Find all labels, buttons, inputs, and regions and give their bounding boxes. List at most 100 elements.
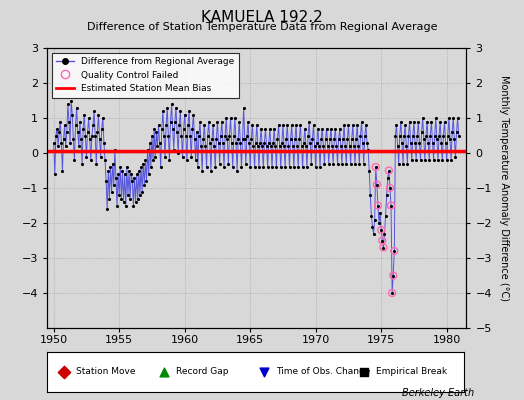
- Point: [442, 157, 451, 163]
- Point: [73, 129, 82, 135]
- Point: [96, 153, 105, 160]
- Point: [406, 118, 414, 125]
- Point: [374, 202, 382, 209]
- Point: [279, 122, 287, 128]
- Point: [127, 171, 135, 177]
- Point: [205, 139, 214, 146]
- Point: [361, 132, 369, 139]
- Point: [140, 181, 148, 188]
- Point: [165, 157, 173, 163]
- Point: [429, 157, 438, 163]
- Point: [328, 143, 336, 149]
- Point: [394, 143, 402, 149]
- Point: [259, 164, 267, 170]
- Point: [250, 164, 259, 170]
- Point: [445, 115, 453, 121]
- Point: [343, 136, 352, 142]
- Point: [184, 122, 192, 128]
- Point: [156, 139, 164, 146]
- Point: [345, 143, 354, 149]
- Point: [260, 139, 269, 146]
- Point: [129, 202, 138, 209]
- Point: [221, 132, 230, 139]
- Point: [391, 132, 400, 139]
- Point: [114, 171, 122, 177]
- Point: [118, 167, 127, 174]
- Point: [215, 160, 224, 167]
- Point: [75, 118, 84, 125]
- Point: [113, 202, 121, 209]
- Point: [148, 132, 156, 139]
- Point: [151, 153, 159, 160]
- Point: [213, 118, 222, 125]
- Point: [254, 143, 262, 149]
- Point: [163, 104, 171, 111]
- Point: [173, 129, 181, 135]
- Point: [161, 153, 169, 160]
- Point: [119, 199, 128, 205]
- Point: [375, 220, 383, 226]
- Point: [365, 167, 374, 174]
- Point: [352, 136, 361, 142]
- Point: [436, 118, 444, 125]
- Point: [387, 202, 395, 209]
- Point: [234, 136, 243, 142]
- Point: [380, 230, 389, 237]
- Point: [386, 185, 394, 191]
- Point: [333, 160, 342, 167]
- Point: [210, 143, 219, 149]
- Point: [227, 139, 236, 146]
- Point: [407, 139, 415, 146]
- Point: [287, 136, 295, 142]
- Point: [183, 157, 191, 163]
- Point: [169, 125, 177, 132]
- Point: [185, 108, 193, 114]
- Text: Empirical Break: Empirical Break: [376, 368, 447, 376]
- Point: [362, 122, 370, 128]
- Point: [122, 202, 130, 209]
- Point: [216, 132, 225, 139]
- Point: [146, 139, 154, 146]
- Point: [246, 164, 254, 170]
- Point: [235, 118, 244, 125]
- Point: [233, 167, 241, 174]
- Point: [431, 132, 439, 139]
- Point: [270, 125, 278, 132]
- Point: [236, 139, 245, 146]
- Point: [288, 122, 296, 128]
- Point: [403, 160, 411, 167]
- Point: [111, 146, 119, 153]
- Point: [157, 164, 165, 170]
- Point: [378, 237, 387, 244]
- Point: [359, 369, 368, 375]
- Point: [376, 209, 384, 216]
- Point: [302, 143, 310, 149]
- Point: [310, 143, 319, 149]
- Point: [346, 160, 355, 167]
- Point: [336, 143, 345, 149]
- Text: Station Move: Station Move: [77, 368, 136, 376]
- Point: [261, 125, 270, 132]
- Point: [189, 111, 198, 118]
- Point: [264, 164, 272, 170]
- Point: [441, 139, 450, 146]
- Point: [81, 132, 90, 139]
- Point: [397, 118, 405, 125]
- Point: [138, 188, 146, 195]
- Legend: Difference from Regional Average, Quality Control Failed, Estimated Station Mean: Difference from Regional Average, Qualit…: [52, 52, 239, 98]
- Point: [237, 164, 246, 170]
- Point: [135, 167, 143, 174]
- Point: [412, 157, 420, 163]
- Point: [247, 136, 256, 142]
- Point: [292, 122, 300, 128]
- Point: [342, 160, 351, 167]
- Point: [124, 192, 132, 198]
- Point: [282, 136, 290, 142]
- Point: [179, 125, 188, 132]
- Point: [267, 143, 275, 149]
- Point: [379, 244, 388, 251]
- Point: [395, 160, 403, 167]
- Point: [410, 118, 418, 125]
- Point: [413, 132, 421, 139]
- Point: [252, 139, 260, 146]
